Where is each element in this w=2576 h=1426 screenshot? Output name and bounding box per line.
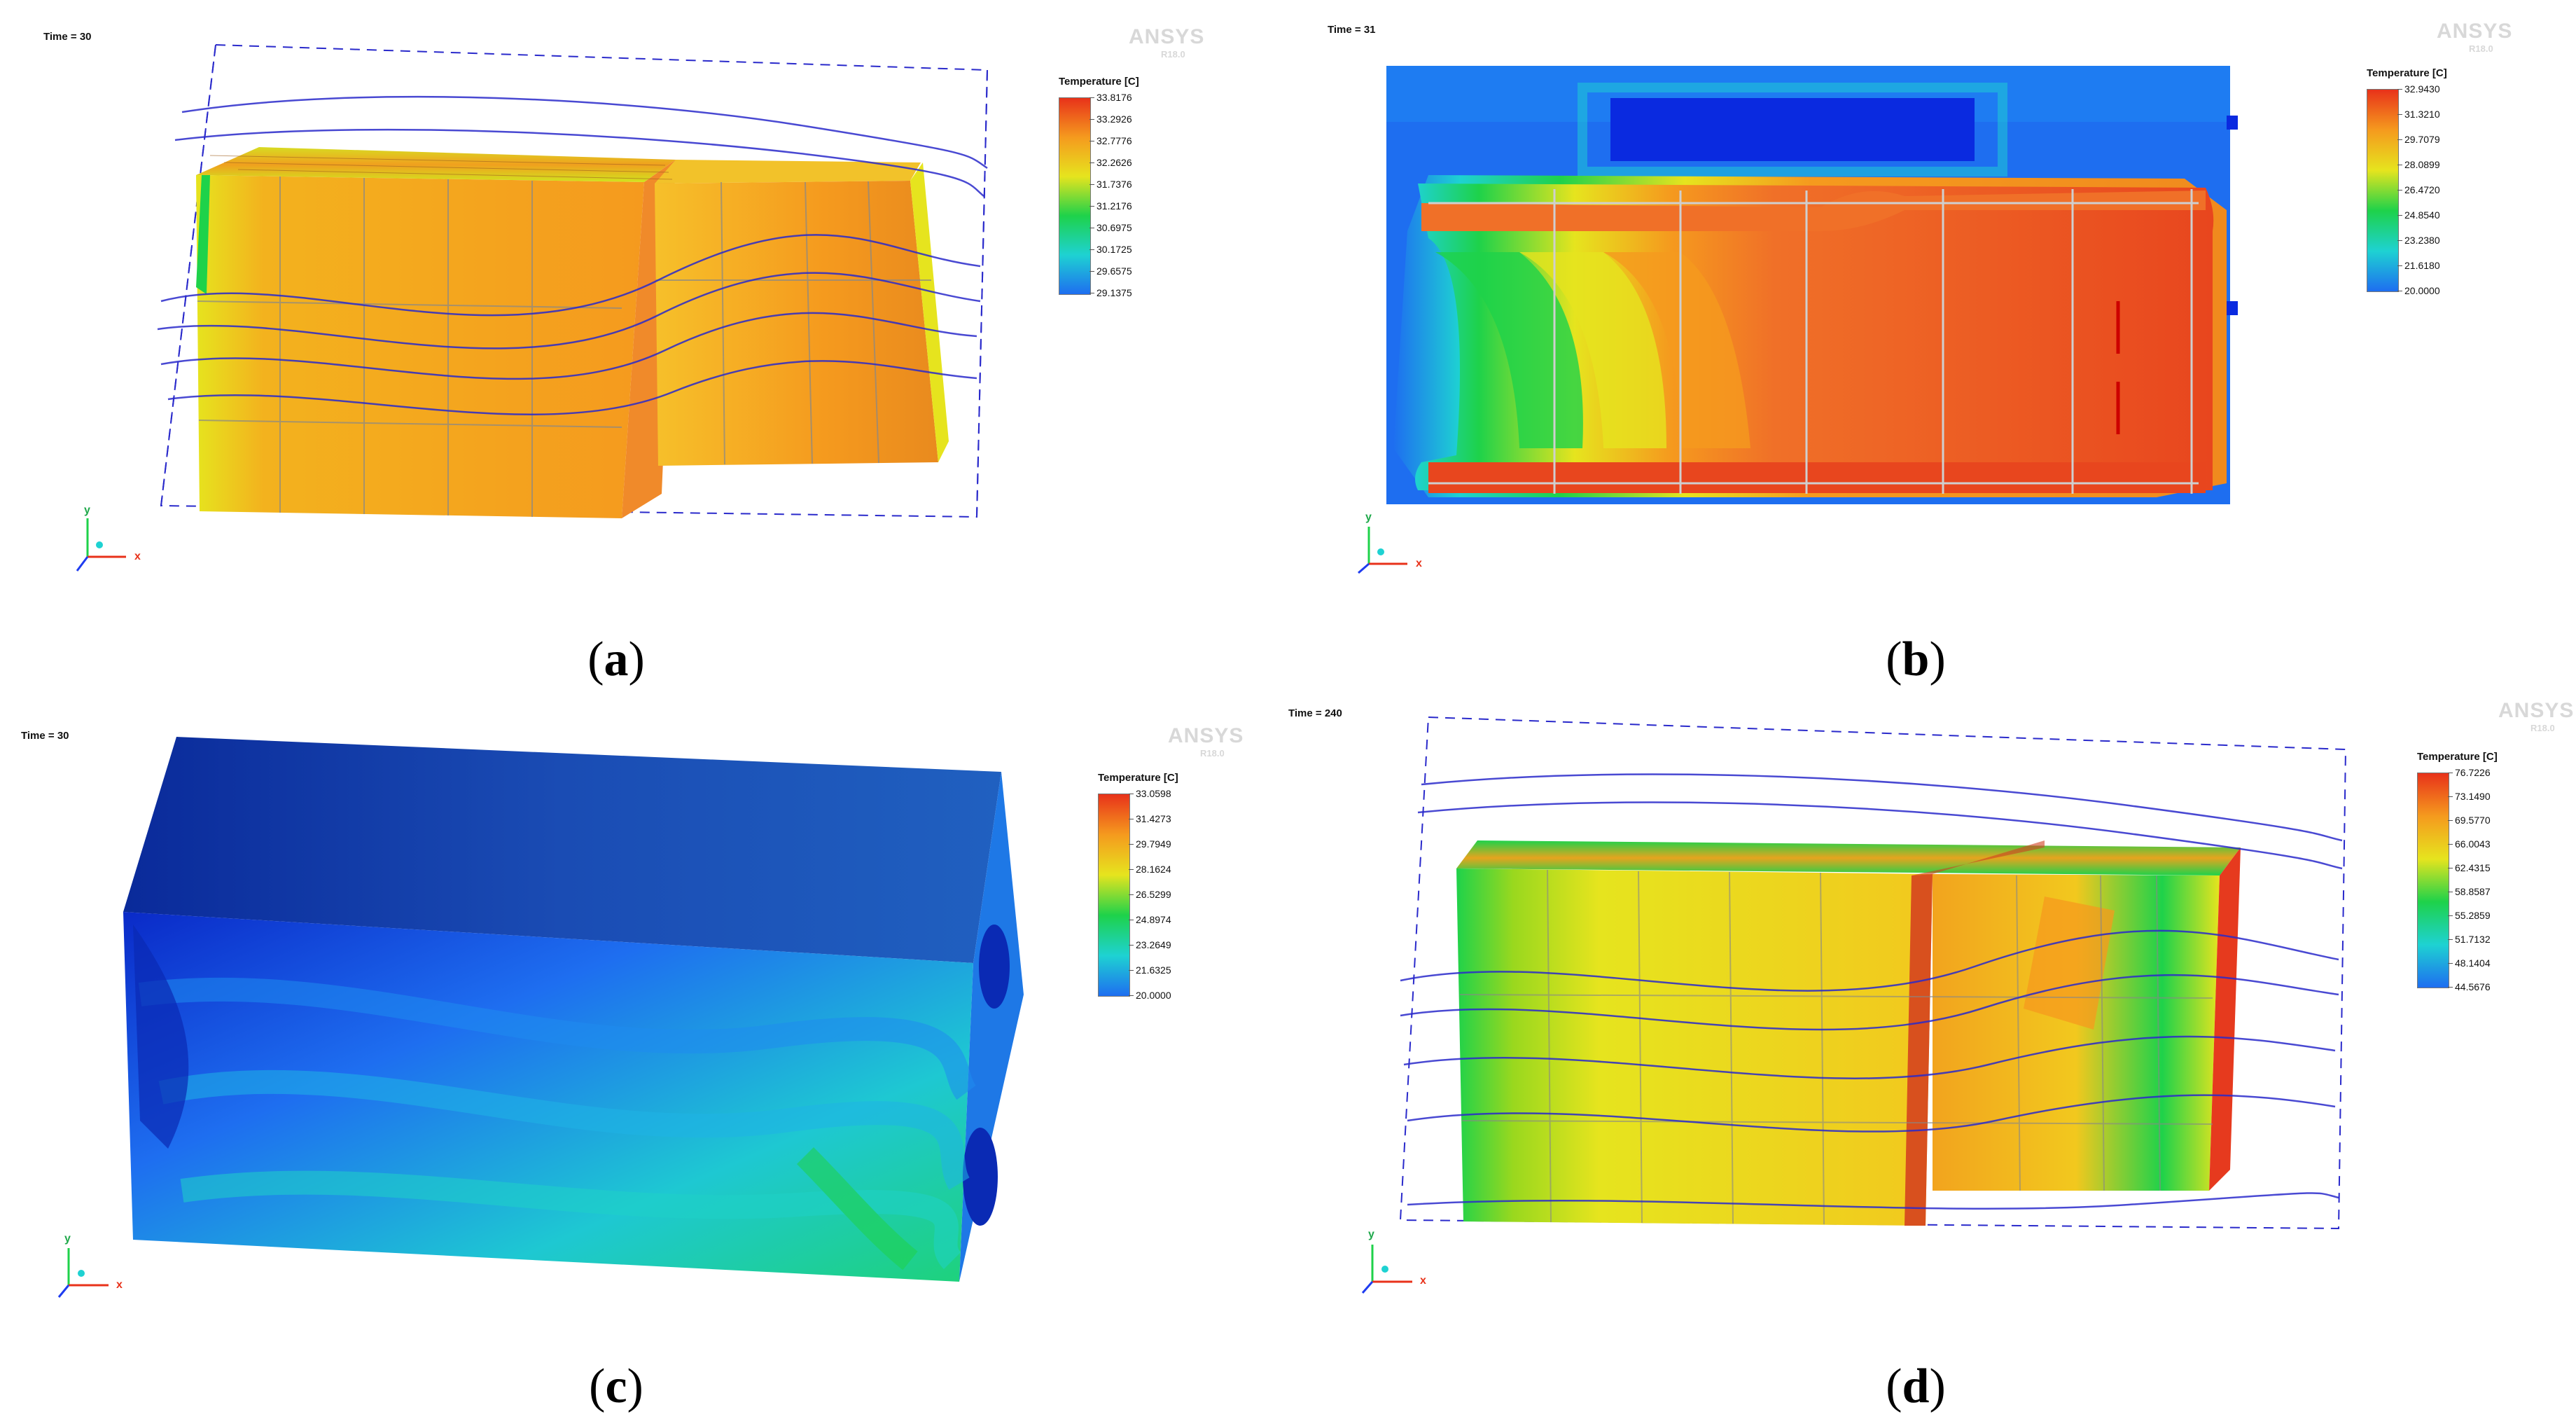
legend-tick: 30.1725 (1089, 244, 1132, 255)
legend-tick: 55.2859 (2448, 910, 2491, 921)
time-label: Time = 30 (43, 31, 92, 43)
panel-a: Time = 30 ANSYS R18.0 (0, 0, 1288, 700)
axis-x-label: x (134, 551, 141, 562)
legend-tick: 48.1404 (2448, 957, 2491, 969)
legend-tick: 30.6975 (1089, 222, 1132, 233)
legend-tick: 29.1375 (1089, 287, 1132, 298)
legend-colorbar (2417, 773, 2449, 988)
panel-b: Time = 31 ANSYS R18.0 (1288, 0, 2576, 700)
ansys-watermark: ANSYS (1168, 724, 1244, 747)
ansys-watermark: ANSYS (2498, 699, 2575, 722)
legend-tick: 31.4273 (1129, 813, 1171, 824)
legend-tick: 29.7949 (1129, 838, 1171, 850)
legend-tick: 26.4720 (2397, 184, 2440, 195)
temperature-legend: Temperature [C] 76.7226 73.1490 69.5770 … (2417, 751, 2547, 992)
legend-tick: 26.5299 (1129, 889, 1171, 900)
panel-c: Time = 30 ANSYS R18.0 (0, 700, 1288, 1426)
legend-tick: 76.7226 (2448, 767, 2491, 778)
temperature-legend: Temperature [C] 33.0598 31.4273 29.7949 … (1098, 772, 1228, 1001)
axis-triad (1358, 527, 1407, 574)
legend-tick: 29.7079 (2397, 134, 2440, 145)
legend-tick: 44.5676 (2448, 981, 2491, 992)
legend-tick: 20.0000 (1129, 990, 1171, 1001)
legend-colorbar (2367, 89, 2399, 292)
enclosure-3d-view (57, 737, 1024, 1298)
axis-x-label: x (116, 1279, 123, 1291)
legend-tick: 51.7132 (2448, 934, 2491, 945)
legend-title: Temperature [C] (1098, 772, 1178, 784)
caption-a: (a) (587, 632, 645, 686)
ansys-watermark: ANSYS (2437, 20, 2513, 43)
legend-tick: 31.3210 (2397, 109, 2440, 120)
legend-tick: 69.5770 (2448, 815, 2491, 826)
legend-tick: 33.0598 (1129, 788, 1171, 799)
legend-tick: 23.2649 (1129, 939, 1171, 950)
legend-tick: 23.2380 (2397, 235, 2440, 246)
axis-triad (1361, 1245, 1412, 1294)
axis-y-label: y (1365, 511, 1372, 523)
legend-colorbar (1098, 794, 1130, 997)
temperature-legend: Temperature [C] 32.9430 31.3210 29.7079 … (2367, 67, 2497, 296)
ansys-version: R18.0 (1200, 748, 1225, 759)
legend-tick: 31.2176 (1089, 200, 1132, 212)
legend-tick: 20.0000 (2397, 285, 2440, 296)
legend-tick: 32.9430 (2397, 83, 2440, 95)
legend-tick: 33.2926 (1089, 113, 1132, 125)
time-label: Time = 240 (1288, 707, 1342, 719)
legend-tick: 66.0043 (2448, 838, 2491, 850)
legend-tick: 33.8176 (1089, 92, 1132, 103)
ansys-version: R18.0 (2530, 723, 2555, 733)
legend-title: Temperature [C] (1059, 76, 1139, 88)
legend-title: Temperature [C] (2367, 67, 2447, 79)
temperature-cross-section (1358, 66, 2238, 574)
axis-x-label: x (1420, 1275, 1426, 1287)
ansys-watermark: ANSYS (1129, 25, 1205, 48)
ansys-version: R18.0 (1161, 49, 1185, 60)
caption-b: (b) (1886, 632, 1946, 686)
legend-tick: 24.8540 (2397, 209, 2440, 221)
time-label: Time = 30 (21, 730, 69, 742)
legend-colorbar (1059, 97, 1091, 295)
legend-tick: 24.8974 (1129, 914, 1171, 925)
axis-y-label: y (1368, 1228, 1374, 1240)
ansys-version: R18.0 (2469, 43, 2493, 54)
axis-y-label: y (64, 1233, 71, 1245)
caption-c: (c) (589, 1359, 643, 1413)
legend-tick: 62.4315 (2448, 862, 2491, 873)
legend-tick: 32.7776 (1089, 135, 1132, 146)
time-label: Time = 31 (1328, 24, 1376, 36)
axis-x-label: x (1416, 558, 1422, 569)
battery-pack-3d-view (1361, 716, 2347, 1294)
caption-d: (d) (1886, 1359, 1946, 1413)
legend-tick: 32.2626 (1089, 157, 1132, 168)
legend-tick: 28.0899 (2397, 159, 2440, 170)
battery-pack-3d-view (76, 43, 989, 572)
legend-tick: 21.6325 (1129, 964, 1171, 976)
panel-d: Time = 240 ANSYS R18.0 (1288, 700, 2576, 1426)
legend-tick: 73.1490 (2448, 791, 2491, 802)
legend-tick: 58.8587 (2448, 886, 2491, 897)
legend-tick: 21.6180 (2397, 260, 2440, 271)
temperature-legend: Temperature [C] 33.8176 33.2926 32.7776 … (1059, 76, 1189, 298)
axis-triad (76, 518, 126, 572)
legend-title: Temperature [C] (2417, 751, 2498, 763)
legend-tick: 31.7376 (1089, 179, 1132, 190)
legend-tick: 28.1624 (1129, 864, 1171, 875)
legend-tick: 29.6575 (1089, 265, 1132, 277)
axis-triad (57, 1248, 109, 1298)
axis-y-label: y (84, 504, 90, 516)
